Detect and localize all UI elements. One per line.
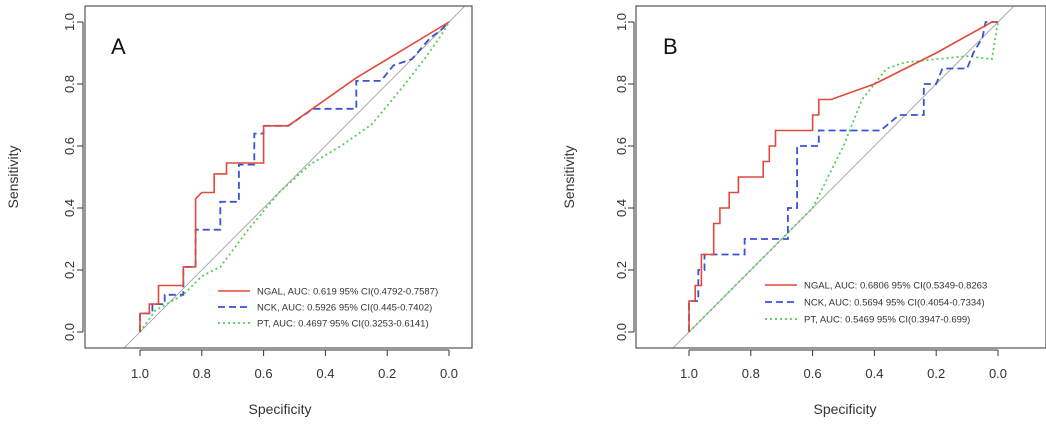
panel-label: B — [663, 34, 678, 59]
x-tick-label: 0.4 — [316, 366, 334, 381]
x-tick-label: 0.0 — [989, 366, 1007, 381]
x-tick-label: 0.4 — [865, 366, 883, 381]
legend-entry-nck: NCK, AUC: 0.5694 95% CI(0.4054-0.7334) — [765, 298, 985, 309]
y-tick-label: 0.4 — [614, 199, 629, 217]
y-axis: 0.0 0.2 0.4 0.6 0.8 1.0 — [614, 13, 635, 341]
y-tick-label: 0.0 — [614, 323, 629, 341]
y-tick-label: 1.0 — [614, 13, 629, 31]
legend-label-nck: NCK, AUC: 0.5926 95% CI(0.445-0.7402) — [257, 303, 432, 314]
diagonal-reference-line — [124, 6, 465, 348]
y-tick-label: 0.6 — [614, 137, 629, 155]
y-tick-label: 0.4 — [62, 199, 77, 217]
x-tick-label: 0.8 — [742, 366, 760, 381]
x-tick-label: 1.0 — [680, 366, 698, 381]
y-tick-label: 0.8 — [614, 75, 629, 93]
diagonal-reference-line — [673, 6, 1014, 348]
y-axis-label: Sensitivity — [5, 145, 21, 208]
series-line-nck — [139, 21, 450, 332]
x-tick-label: 1.0 — [131, 366, 149, 381]
series-line-pt — [688, 21, 999, 333]
y-axis: 0.0 0.2 0.4 0.6 0.8 1.0 — [62, 13, 84, 341]
x-tick-label: 0.2 — [927, 366, 945, 381]
x-axis: 1.0 0.8 0.6 0.4 0.2 0.0 — [680, 349, 1007, 381]
plot-area — [124, 6, 465, 348]
plot-area — [673, 6, 1014, 348]
y-tick-label: 0.2 — [62, 261, 77, 279]
x-axis-label: Specificity — [813, 401, 876, 417]
x-tick-label: 0.6 — [804, 366, 822, 381]
x-tick-label: 0.8 — [193, 366, 211, 381]
legend-entry-nck: NCK, AUC: 0.5926 95% CI(0.445-0.7402) — [218, 303, 432, 314]
roc-panel-b: B Specificity Sensitivity 1.0 0.8 0.6 0.4 0.… — [561, 5, 1046, 417]
y-tick-label: 1.0 — [62, 13, 77, 31]
x-tick-label: 0.2 — [378, 366, 396, 381]
legend-label-ngal: NGAL, AUC: 0.619 95% CI(0.4792-0.7587) — [257, 287, 438, 298]
legend-label-nck: NCK, AUC: 0.5694 95% CI(0.4054-0.7334) — [804, 298, 985, 309]
roc-panel-a: A Specificity Sensitivity 1.0 0.8 0.6 0.4 0.… — [5, 5, 473, 417]
y-tick-label: 0.0 — [62, 323, 77, 341]
legend-entry-ngal: NGAL, AUC: 0.6806 95% CI(0.5349-0.8263 — [765, 281, 987, 292]
x-tick-label: 0.6 — [255, 366, 273, 381]
y-tick-label: 0.2 — [614, 261, 629, 279]
legend-label-ngal: NGAL, AUC: 0.6806 95% CI(0.5349-0.8263 — [804, 281, 987, 292]
series-line-pt — [139, 21, 450, 333]
legend-label-pt: PT, AUC: 0.4697 95% CI(0.3253-0.6141) — [257, 319, 429, 330]
legend-entry-pt: PT, AUC: 0.5469 95% CI(0.3947-0.699) — [765, 315, 970, 326]
x-axis-label: Specificity — [248, 401, 311, 417]
legend: NGAL, AUC: 0.619 95% CI(0.4792-0.7587) N… — [218, 287, 438, 330]
plot-frame — [635, 5, 1046, 349]
series-line-ngal — [139, 21, 450, 332]
panel-label: A — [111, 34, 126, 59]
x-axis: 1.0 0.8 0.6 0.4 0.2 0.0 — [131, 349, 458, 381]
legend: NGAL, AUC: 0.6806 95% CI(0.5349-0.8263 N… — [765, 281, 987, 326]
series-line-ngal — [688, 21, 998, 332]
legend-entry-pt: PT, AUC: 0.4697 95% CI(0.3253-0.6141) — [218, 319, 429, 330]
y-tick-label: 0.6 — [62, 137, 77, 155]
legend-label-pt: PT, AUC: 0.5469 95% CI(0.3947-0.699) — [804, 315, 970, 326]
y-tick-label: 0.8 — [62, 75, 77, 93]
plot-frame — [84, 5, 473, 349]
y-axis-label: Sensitivity — [561, 145, 577, 208]
legend-entry-ngal: NGAL, AUC: 0.619 95% CI(0.4792-0.7587) — [218, 287, 438, 298]
series-line-nck — [688, 21, 998, 332]
x-tick-label: 0.0 — [440, 366, 458, 381]
